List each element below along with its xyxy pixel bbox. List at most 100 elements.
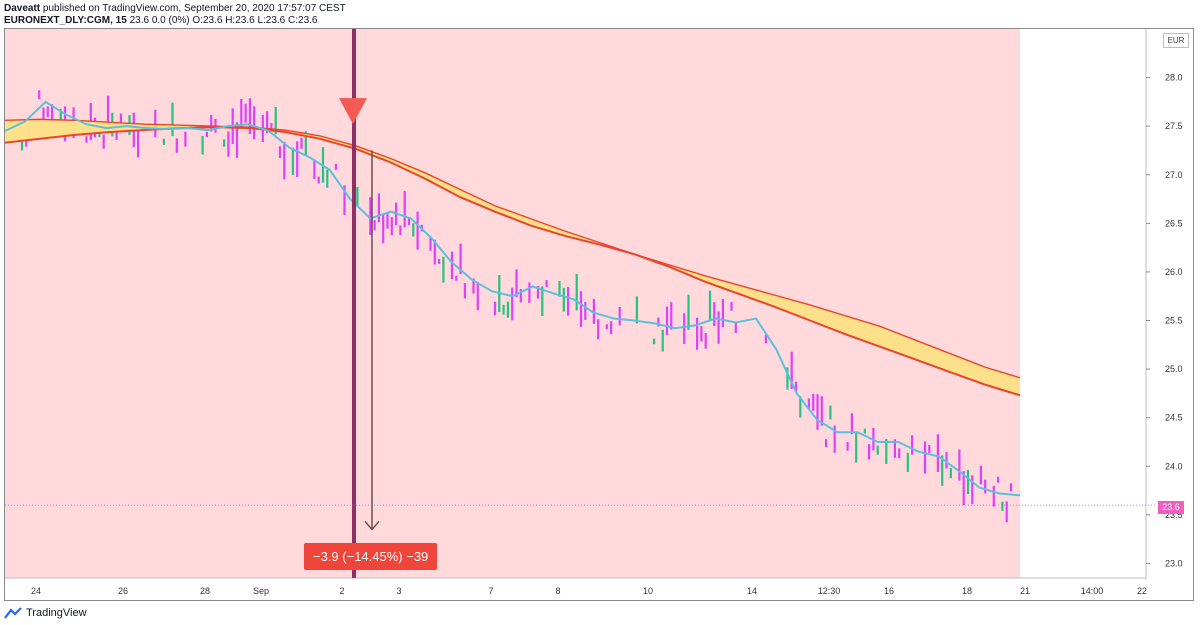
price-bar: [313, 160, 316, 180]
price-bar: [296, 141, 299, 178]
price-bar: [696, 317, 699, 350]
price-bar: [721, 298, 724, 328]
price-bar: [876, 445, 879, 455]
price-bar: [171, 102, 174, 137]
price-bar: [1009, 483, 1013, 492]
price-bar: [399, 225, 402, 236]
price-bar: [85, 136, 88, 143]
price-bar: [846, 441, 849, 451]
price-bar: [459, 243, 462, 275]
price-bar: [545, 280, 548, 288]
author-name[interactable]: Daveatt: [4, 3, 41, 14]
price-bar: [502, 304, 505, 315]
x-tick-label: 12:30: [818, 586, 841, 596]
price-bar: [962, 471, 965, 506]
x-tick-label: 8: [555, 586, 560, 596]
price-bar: [115, 127, 118, 140]
price-bar: [304, 131, 307, 156]
price-bar: [717, 311, 720, 344]
price-bar: [274, 107, 277, 135]
price-bar: [373, 220, 376, 231]
price-bar: [734, 323, 737, 334]
x-tick-label: 21: [1020, 586, 1030, 596]
price-bar: [833, 425, 836, 453]
price-bar: [377, 193, 380, 223]
currency-label[interactable]: EUR: [1163, 33, 1189, 48]
price-bar: [807, 398, 810, 410]
price-bar: [984, 479, 987, 494]
y-tick-label: 23.0: [1165, 558, 1183, 568]
price-bar: [541, 286, 544, 316]
price-bar: [51, 104, 54, 128]
price-bar: [343, 185, 346, 216]
symbol-name[interactable]: EURONEXT_DLY:CGM, 15: [4, 15, 127, 26]
price-bar: [945, 452, 948, 469]
price-bar: [708, 290, 712, 322]
price-bar: [407, 217, 411, 226]
x-tick-label: 22: [1137, 586, 1147, 596]
x-tick-label: 16: [884, 586, 894, 596]
price-bar: [812, 393, 815, 411]
price-bar: [868, 444, 871, 460]
price-bar: [661, 329, 664, 352]
price-bar: [816, 394, 819, 430]
price-bar: [605, 324, 608, 330]
price-bar: [898, 448, 901, 459]
price-bar: [240, 98, 243, 127]
price-bar: [429, 237, 432, 251]
sell-signal-icon: [339, 98, 367, 125]
x-tick-label: 14: [747, 586, 757, 596]
y-tick-label: 23.5: [1165, 510, 1183, 520]
price-bar: [799, 396, 802, 418]
price-bar: [455, 275, 458, 281]
tradingview-brand[interactable]: TradingView: [26, 607, 87, 619]
price-bar: [665, 306, 669, 336]
price-bar: [38, 90, 41, 100]
price-bar: [863, 428, 866, 434]
price-bar: [223, 139, 226, 147]
fast-ma-line: [4, 100, 1021, 497]
price-bar: [536, 286, 540, 299]
price-bar: [670, 302, 673, 330]
price-bar: [382, 214, 385, 244]
price-bar: [210, 115, 213, 132]
tradingview-logo-icon[interactable]: [4, 607, 22, 619]
price-bar: [979, 465, 982, 485]
price-bar: [923, 441, 927, 474]
price-bar: [59, 108, 62, 126]
price-bar: [506, 301, 509, 318]
price-bar: [106, 95, 110, 133]
price-bar: [511, 287, 514, 321]
price-bar: [450, 251, 454, 280]
x-tick-label: 7: [488, 586, 493, 596]
price-bar: [1005, 501, 1008, 523]
price-bar: [137, 125, 140, 158]
price-bar: [893, 439, 896, 458]
price-bar: [386, 212, 389, 229]
price-bar: [592, 298, 595, 324]
x-tick-label: 24: [31, 586, 41, 596]
price-bar: [416, 211, 419, 250]
price-bar: [936, 434, 939, 472]
price-bar: [790, 351, 793, 390]
price-bar: [493, 301, 497, 316]
price-bar: [966, 469, 970, 494]
price-bar: [730, 302, 733, 311]
price-bar: [528, 282, 531, 303]
price-bar: [992, 485, 995, 507]
y-tick-label: 27.0: [1165, 170, 1183, 180]
price-bar: [283, 141, 286, 180]
x-tick-label: 28: [200, 586, 210, 596]
price-bar: [584, 302, 587, 320]
y-tick-label: 26.0: [1165, 267, 1183, 277]
price-bar: [433, 239, 436, 265]
price-bar: [317, 176, 320, 184]
price-bar: [704, 333, 707, 349]
publish-info: published on TradingView.com, September …: [42, 3, 346, 14]
price-bar: [201, 135, 204, 155]
y-tick-label: 27.5: [1165, 121, 1183, 131]
price-bar: [519, 288, 522, 303]
price-bar: [971, 475, 974, 505]
price-bar: [442, 256, 445, 283]
